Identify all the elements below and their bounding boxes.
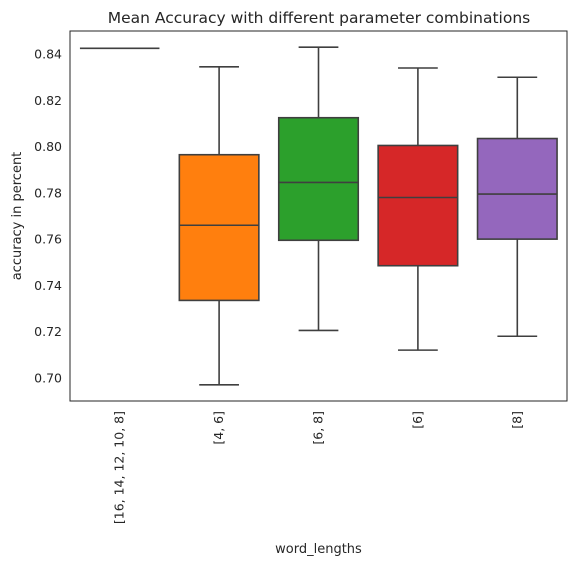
box-iqr [377,144,459,267]
box-iqr [277,116,360,242]
y-axis-label: accuracy in percent [10,152,25,281]
y-tick-label: 0.70 [34,370,62,385]
y-tick-label: 0.80 [34,139,62,154]
y-tick-label: 0.76 [34,232,62,247]
y-tick-label: 0.72 [34,324,62,339]
y-tick-label: 0.74 [34,278,62,293]
y-axis-ticks: 0.70 0.72 0.74 0.76 0.78 0.80 0.82 0.84 [34,47,62,386]
y-tick-label: 0.82 [34,93,62,108]
box-5 [476,76,558,338]
box-iqr [476,137,558,240]
x-tick-label: [6, 8] [311,411,326,445]
box-iqr [178,153,260,302]
box-4 [377,67,459,351]
x-axis-label: word_lengths [275,542,362,557]
plot-area-frame [69,30,568,402]
box-3 [277,46,360,332]
boxes [79,46,558,386]
chart-title: Mean Accuracy with different parameter c… [108,9,531,27]
x-tick-label: [16, 14, 12, 10, 8] [112,411,127,524]
x-axis-ticks: [16, 14, 12, 10, 8] [4, 6] [6, 8] [6] [8] [112,411,525,524]
y-tick-label: 0.84 [34,47,62,62]
x-tick-label: [4, 6] [211,411,226,445]
x-tick-label: [8] [509,411,524,429]
x-tick-label: [6] [410,411,425,429]
y-tick-label: 0.78 [34,185,62,200]
box-2 [178,66,260,386]
